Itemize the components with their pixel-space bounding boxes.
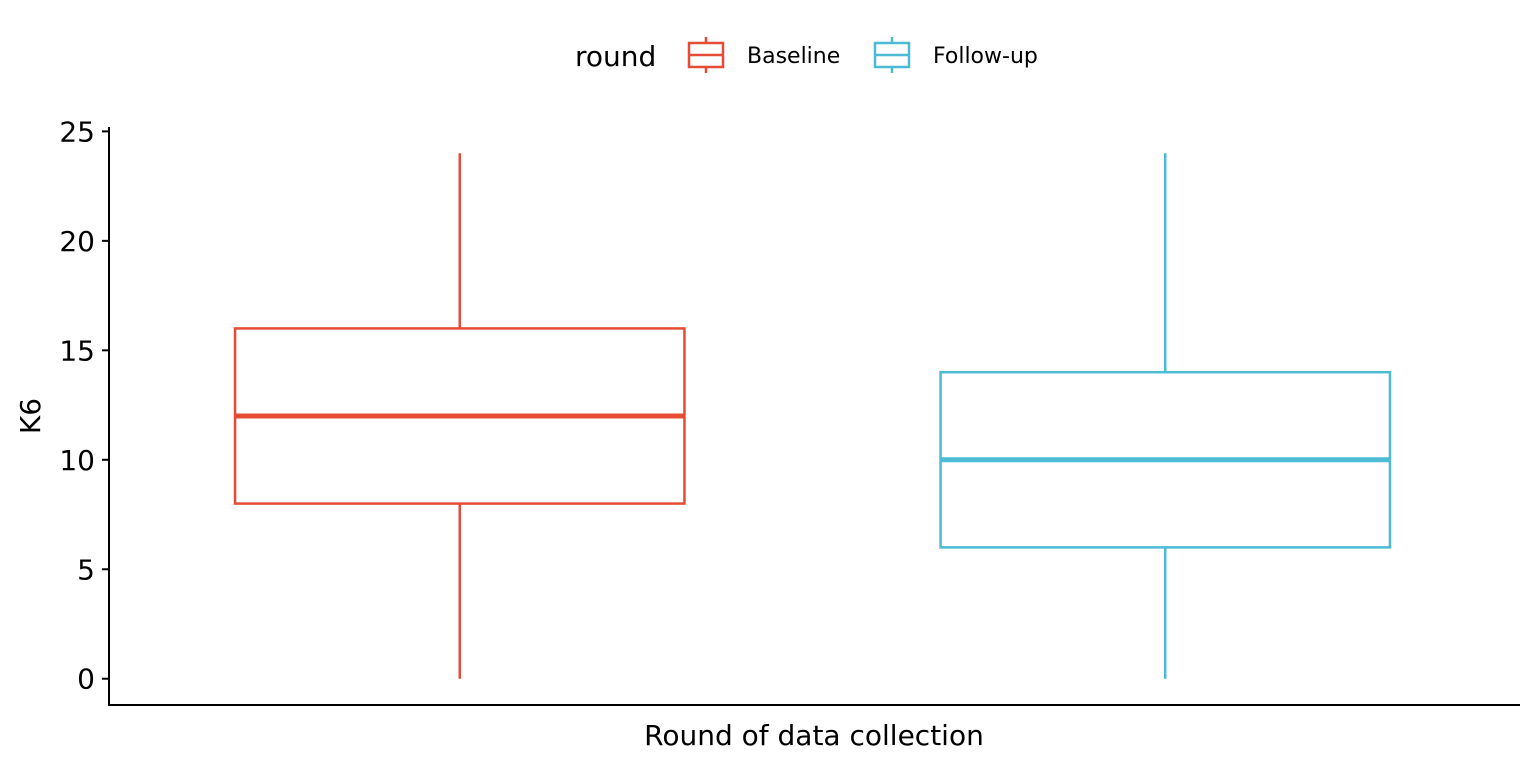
legend-key xyxy=(687,37,725,73)
y-tick-label: 20 xyxy=(59,225,95,258)
legend-item-follow-up: Follow-up xyxy=(873,37,1038,73)
y-tick-label: 5 xyxy=(77,553,95,586)
y-ticks: 0 5 10 15 20 25 xyxy=(59,115,109,696)
legend: round Baseline Follow-up xyxy=(575,37,1038,73)
y-tick-label: 10 xyxy=(59,444,95,477)
legend-item-baseline: Baseline xyxy=(687,37,840,73)
legend-label: Baseline xyxy=(747,44,840,69)
y-tick-label: 25 xyxy=(59,115,95,148)
legend-key xyxy=(873,37,911,73)
boxes xyxy=(233,153,1392,679)
y-axis: 0 5 10 15 20 25 K6 xyxy=(14,115,110,706)
x-axis: Round of data collection xyxy=(108,704,1520,752)
y-tick-label: 15 xyxy=(59,334,95,367)
box-follow-up xyxy=(939,153,1392,679)
x-axis-label: Round of data collection xyxy=(644,719,984,752)
legend-title: round xyxy=(575,40,656,73)
y-axis-label: K6 xyxy=(14,398,47,434)
box-baseline xyxy=(233,153,686,679)
legend-label: Follow-up xyxy=(933,44,1038,69)
y-tick-label: 0 xyxy=(77,663,95,696)
legend-items: Baseline Follow-up xyxy=(687,37,1038,73)
